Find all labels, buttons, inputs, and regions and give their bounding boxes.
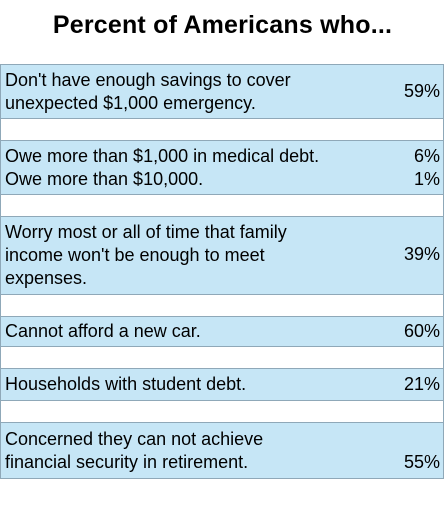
row-value: 21% <box>403 374 440 394</box>
row-value: 59% <box>403 81 440 101</box>
row-value: 55% <box>403 452 440 472</box>
row-label: Owe more than $1,000 in medical debt. Ow… <box>5 145 377 191</box>
spacer-row <box>0 401 444 423</box>
stats-table: Don't have enough savings to cover unexp… <box>0 64 444 479</box>
row-label-line: Don't have enough savings to cover <box>5 70 291 90</box>
row-label: Don't have enough savings to cover unexp… <box>5 69 377 115</box>
row-value: 39% <box>403 244 440 264</box>
row-label: Concerned they can not achieve financial… <box>5 428 377 474</box>
row-label: Worry most or all of time that family in… <box>5 221 377 290</box>
row-label: Cannot afford a new car. <box>5 320 377 343</box>
row-label-line: Worry most or all of time that family <box>5 222 287 242</box>
table-row-new-car: Cannot afford a new car. 60% <box>0 317 444 347</box>
row-label-line: income won't be enough to meet <box>5 245 265 265</box>
row-label-line: unexpected $1,000 emergency. <box>5 93 256 113</box>
row-label-line: Owe more than $10,000. <box>5 169 204 189</box>
row-label-line: expenses. <box>5 268 88 288</box>
spacer-row <box>0 347 444 369</box>
spacer-row <box>0 295 444 317</box>
table-row-worry-income: Worry most or all of time that family in… <box>0 217 444 295</box>
row-value: 60% <box>403 321 440 341</box>
row-label-line: Owe more than $1,000 in medical debt. <box>5 146 320 166</box>
table-row-savings: Don't have enough savings to cover unexp… <box>0 65 444 119</box>
spacer-row <box>0 195 444 217</box>
table-row-retirement: Concerned they can not achieve financial… <box>0 423 444 479</box>
row-label-line: Cannot afford a new car. <box>5 321 201 341</box>
table-row-medical-debt: Owe more than $1,000 in medical debt. Ow… <box>0 141 444 195</box>
row-label: Households with student debt. <box>5 373 377 396</box>
page-title: Percent of Americans who... <box>52 11 393 39</box>
row-label-line: Households with student debt. <box>5 374 247 394</box>
row-value: 6% <box>413 146 440 166</box>
row-label-line: Concerned they can not achieve <box>5 429 264 449</box>
row-value-secondary: 1% <box>413 169 440 189</box>
spacer-row <box>0 119 444 141</box>
table-row-student-debt: Households with student debt. 21% <box>0 369 444 401</box>
row-label-line: financial security in retirement. <box>5 452 249 472</box>
